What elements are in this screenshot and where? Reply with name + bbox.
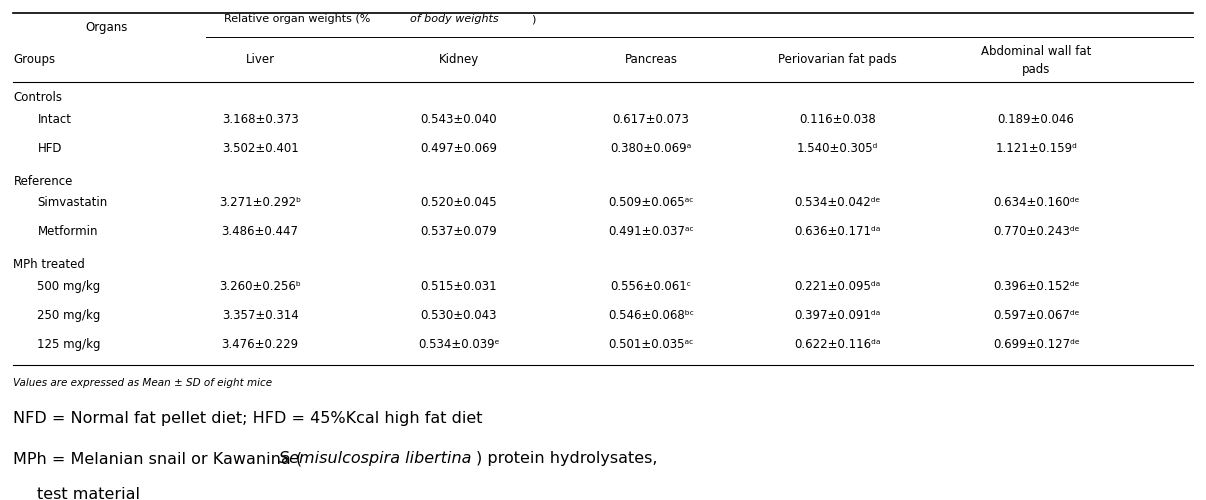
Text: HFD: HFD <box>37 142 62 154</box>
Text: 0.491±0.037ᵃᶜ: 0.491±0.037ᵃᶜ <box>608 226 695 238</box>
Text: 0.770±0.243ᵈᵉ: 0.770±0.243ᵈᵉ <box>993 226 1079 238</box>
Text: Periovarian fat pads: Periovarian fat pads <box>778 53 897 66</box>
Text: 125 mg/kg: 125 mg/kg <box>37 338 101 351</box>
Text: 0.699±0.127ᵈᵉ: 0.699±0.127ᵈᵉ <box>993 338 1079 351</box>
Text: Metformin: Metformin <box>37 226 98 238</box>
Text: Semisulcospira libertina: Semisulcospira libertina <box>280 451 472 466</box>
Text: 0.397±0.091ᵈᵃ: 0.397±0.091ᵈᵃ <box>795 309 880 322</box>
Text: Values are expressed as Mean ± SD of eight mice: Values are expressed as Mean ± SD of eig… <box>13 378 273 388</box>
Text: 0.221±0.095ᵈᵃ: 0.221±0.095ᵈᵃ <box>795 280 880 293</box>
Text: 0.396±0.152ᵈᵉ: 0.396±0.152ᵈᵉ <box>993 280 1079 293</box>
Text: 0.534±0.039ᵉ: 0.534±0.039ᵉ <box>417 338 499 351</box>
Text: MPh treated: MPh treated <box>13 258 86 272</box>
Text: 250 mg/kg: 250 mg/kg <box>37 309 101 322</box>
Text: Pancreas: Pancreas <box>625 53 678 66</box>
Text: NFD = Normal fat pellet diet; HFD = 45%Kcal high fat diet: NFD = Normal fat pellet diet; HFD = 45%K… <box>13 411 482 426</box>
Text: 3.357±0.314: 3.357±0.314 <box>222 309 298 322</box>
Text: 1.121±0.159ᵈ: 1.121±0.159ᵈ <box>995 142 1077 154</box>
Text: 0.497±0.069: 0.497±0.069 <box>420 142 497 154</box>
Text: test material: test material <box>37 488 140 500</box>
Text: Kidney: Kidney <box>439 53 479 66</box>
Text: 0.622±0.116ᵈᵃ: 0.622±0.116ᵈᵃ <box>795 338 880 351</box>
Text: 0.530±0.043: 0.530±0.043 <box>421 309 497 322</box>
Text: of body weights: of body weights <box>410 14 499 24</box>
Text: 3.168±0.373: 3.168±0.373 <box>222 112 298 126</box>
Text: 0.597±0.067ᵈᵉ: 0.597±0.067ᵈᵉ <box>993 309 1079 322</box>
Text: Reference: Reference <box>13 175 72 188</box>
Text: Simvastatin: Simvastatin <box>37 196 107 209</box>
Text: 0.380±0.069ᵃ: 0.380±0.069ᵃ <box>610 142 692 154</box>
Text: 0.556±0.061ᶜ: 0.556±0.061ᶜ <box>610 280 692 293</box>
Text: Controls: Controls <box>13 91 63 104</box>
Text: 0.501±0.035ᵃᶜ: 0.501±0.035ᵃᶜ <box>608 338 693 351</box>
Text: ): ) <box>531 14 535 24</box>
Text: 0.636±0.171ᵈᵃ: 0.636±0.171ᵈᵃ <box>795 226 880 238</box>
Text: 3.271±0.292ᵇ: 3.271±0.292ᵇ <box>219 196 302 209</box>
Text: Relative organ weights (%: Relative organ weights (% <box>224 14 374 24</box>
Text: 3.260±0.256ᵇ: 3.260±0.256ᵇ <box>219 280 302 293</box>
Text: Intact: Intact <box>37 112 71 126</box>
Text: 3.502±0.401: 3.502±0.401 <box>222 142 298 154</box>
Text: 0.634±0.160ᵈᵉ: 0.634±0.160ᵈᵉ <box>993 196 1079 209</box>
Text: 0.515±0.031: 0.515±0.031 <box>421 280 497 293</box>
Text: 0.189±0.046: 0.189±0.046 <box>997 112 1075 126</box>
Text: Abdominal wall fat: Abdominal wall fat <box>980 45 1091 58</box>
Text: 500 mg/kg: 500 mg/kg <box>37 280 101 293</box>
Text: 0.509±0.065ᵃᶜ: 0.509±0.065ᵃᶜ <box>608 196 693 209</box>
Text: Groups: Groups <box>13 53 55 66</box>
Text: 3.486±0.447: 3.486±0.447 <box>222 226 299 238</box>
Text: 0.546±0.068ᵇᶜ: 0.546±0.068ᵇᶜ <box>608 309 695 322</box>
Text: pads: pads <box>1021 63 1050 76</box>
Text: 1.540±0.305ᵈ: 1.540±0.305ᵈ <box>797 142 878 154</box>
Text: 3.476±0.229: 3.476±0.229 <box>222 338 299 351</box>
Text: 0.520±0.045: 0.520±0.045 <box>421 196 497 209</box>
Text: MPh = Melanian snail or Kawanina (: MPh = Melanian snail or Kawanina ( <box>13 451 303 466</box>
Text: 0.116±0.038: 0.116±0.038 <box>800 112 876 126</box>
Text: 0.537±0.079: 0.537±0.079 <box>420 226 497 238</box>
Text: Organs: Organs <box>86 21 128 34</box>
Text: 0.534±0.042ᵈᵉ: 0.534±0.042ᵈᵉ <box>795 196 880 209</box>
Text: 0.617±0.073: 0.617±0.073 <box>613 112 690 126</box>
Text: 0.543±0.040: 0.543±0.040 <box>421 112 497 126</box>
Text: Liver: Liver <box>246 53 275 66</box>
Text: ) protein hydrolysates,: ) protein hydrolysates, <box>475 451 657 466</box>
